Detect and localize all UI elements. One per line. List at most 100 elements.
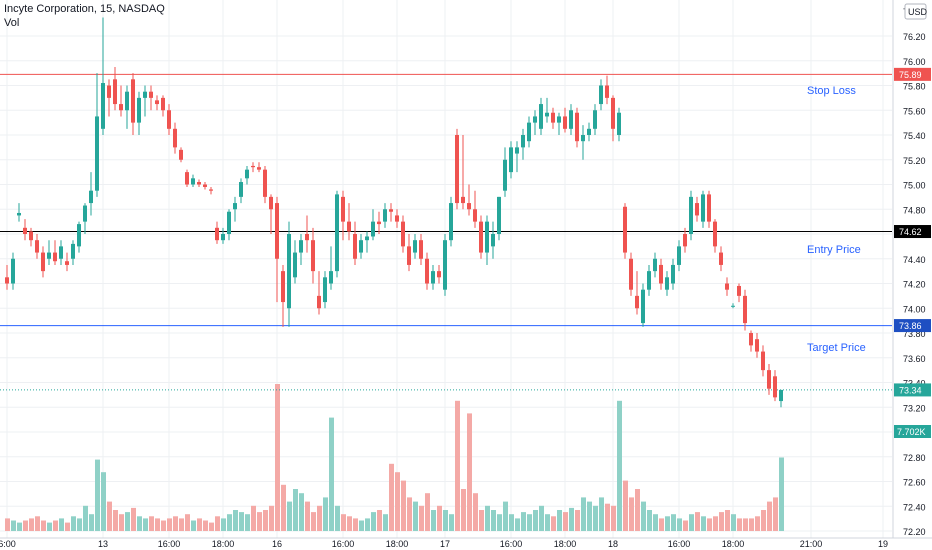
candle-body — [287, 234, 291, 309]
volume-bar — [539, 505, 544, 531]
symbol-title[interactable]: Incyte Corporation, 15, NASDAQ — [4, 3, 165, 15]
candle-body — [509, 147, 513, 173]
y-tick-label: 74.20 — [903, 280, 926, 290]
volume-bar — [149, 516, 154, 531]
target-price-badge-text: 73.86 — [899, 321, 922, 331]
volume-bar — [371, 512, 376, 531]
candle-body — [725, 283, 729, 290]
volume-bar — [263, 510, 268, 531]
volume-bar — [113, 510, 118, 531]
y-tick-label: 75.80 — [903, 82, 926, 92]
currency-box[interactable] — [904, 3, 927, 20]
candle-body — [593, 110, 597, 129]
candle-body — [437, 271, 441, 278]
candlesticks — [5, 17, 783, 408]
candle-body — [29, 231, 33, 241]
volume-bar — [629, 497, 634, 531]
volume-bar — [107, 501, 112, 531]
grid — [0, 0, 892, 538]
volume-bar — [359, 520, 364, 531]
volume-bar — [437, 505, 442, 531]
candle-body — [185, 172, 189, 185]
volume-bar — [269, 505, 274, 531]
entry-price-badge — [894, 225, 931, 239]
volume-bar — [755, 516, 760, 531]
entry-price-badge-text: 74.62 — [899, 227, 922, 237]
volume-bar — [683, 520, 688, 531]
x-tick-label: 16:00 — [158, 539, 181, 549]
candle-body — [641, 289, 645, 324]
candle-body — [461, 196, 465, 204]
volume-bar — [605, 503, 610, 531]
candle-body — [365, 236, 369, 241]
candle-body — [221, 234, 225, 241]
candle-body — [779, 389, 783, 402]
volume-bar — [293, 489, 298, 531]
candle-body — [269, 196, 273, 210]
candle-body — [731, 305, 735, 307]
volume-bar — [761, 510, 766, 531]
candle-body — [119, 104, 123, 111]
candle-body — [257, 167, 261, 170]
candle-body — [323, 277, 327, 303]
candle-body — [545, 112, 549, 117]
candle-body — [377, 221, 381, 225]
volume-bar — [305, 501, 310, 531]
candle-body — [347, 221, 351, 232]
time-axis[interactable]: 6:00 13 16:00 18:00 16 16:00 18:00 17 16:00 18:00… — [0, 537, 932, 549]
candle-body — [371, 221, 375, 237]
candle-body — [431, 271, 435, 284]
volume-bar — [101, 472, 106, 531]
x-tick-label: 16:00 — [668, 539, 691, 549]
candle-body — [413, 240, 417, 253]
x-tick-label: 18:00 — [386, 539, 409, 549]
volume-bar — [29, 518, 34, 531]
candle-body — [491, 234, 495, 247]
volume-bar — [611, 505, 616, 531]
candle-body — [35, 240, 39, 253]
candle-body — [341, 196, 345, 222]
y-tick-label: 72.40 — [903, 502, 926, 512]
volume-bar — [701, 516, 706, 531]
candle-body — [383, 209, 387, 222]
volume-bar — [143, 518, 148, 531]
candle-body — [131, 79, 135, 123]
candle-body — [677, 246, 681, 265]
volume-bar — [323, 497, 328, 531]
volume-bar — [17, 522, 22, 531]
entry-price-label: Entry Price — [807, 244, 861, 256]
candle-body — [665, 277, 669, 290]
volume-bar — [419, 505, 424, 531]
y-tick-label: 73.60 — [903, 354, 926, 364]
volume-bar — [659, 518, 664, 531]
candle-body — [203, 184, 207, 187]
volume-indicator-label[interactable]: Vol — [4, 17, 20, 29]
volume-bar — [725, 510, 730, 531]
candle-body — [5, 277, 9, 284]
volume-bar — [413, 501, 418, 531]
volume-bar — [65, 522, 70, 531]
candle-body — [479, 221, 483, 253]
x-tick-label: 17 — [440, 539, 450, 549]
candle-body — [155, 100, 159, 105]
x-tick-label: 18 — [608, 539, 618, 549]
candle-body — [647, 271, 651, 290]
volume-bar — [389, 463, 394, 531]
volume-bar — [347, 516, 352, 531]
volume-bar — [5, 518, 10, 531]
x-tick-label: 18:00 — [554, 539, 577, 549]
volume-bar — [59, 518, 64, 531]
candle-body — [113, 79, 117, 105]
y-tick-label: 75.60 — [903, 106, 926, 116]
volume-bar — [485, 505, 490, 531]
volume-bar — [77, 518, 82, 531]
candle-body — [233, 203, 237, 210]
candle-body — [83, 205, 87, 222]
price-axis[interactable]: 76.20 76.00 75.80 75.60 75.40 75.20 75.00 74.80… — [892, 0, 928, 538]
candle-body — [239, 182, 243, 197]
candle-body — [599, 85, 603, 105]
candle-body — [581, 135, 585, 142]
candle-body — [161, 97, 165, 111]
